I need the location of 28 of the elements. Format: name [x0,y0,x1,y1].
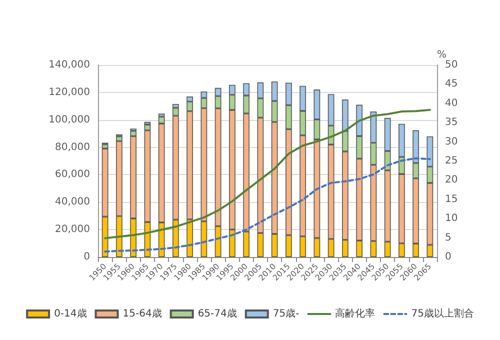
y2-tick-label: 35 [445,117,458,128]
legend-label: 15-64歳 [122,308,162,320]
y2-tick-label: 0 [445,252,452,262]
y2-axis-title: % [437,50,447,61]
y2-tick-label: 10 [445,213,458,224]
y-tick-label: 100,000 [48,114,90,126]
y2-tick-label: 5 [445,232,452,244]
y2-tick-label: 30 [445,136,458,148]
y2-tick-label: 45 [445,78,458,90]
y2-tick-label: 25 [445,156,458,166]
y-tick-label: 60,000 [55,169,90,180]
y2-tick-label: 40 [445,98,458,109]
y2-tick-label: 15 [445,194,458,205]
legend-label: 65-74歳 [198,308,237,320]
y-tick-label: 120,000 [48,86,90,98]
y-tick-label: 140,000 [48,60,90,70]
legend-label: 75歳- [272,308,300,320]
legend-label: 0-14歳 [54,308,87,320]
line-series [104,157,431,253]
y-tick-label: 20,000 [55,224,90,236]
y2-tick-label: 20 [445,174,458,186]
legend-label: 75歳以上割合 [411,308,474,320]
y-tick-label: 40,000 [55,196,90,208]
line-series [104,108,431,240]
y-tick-label: 80,000 [55,142,90,153]
y2-tick-label: 50 [445,60,458,70]
legend-label: 高齢化率 [335,308,376,320]
y-tick-label: 0 [84,252,90,262]
